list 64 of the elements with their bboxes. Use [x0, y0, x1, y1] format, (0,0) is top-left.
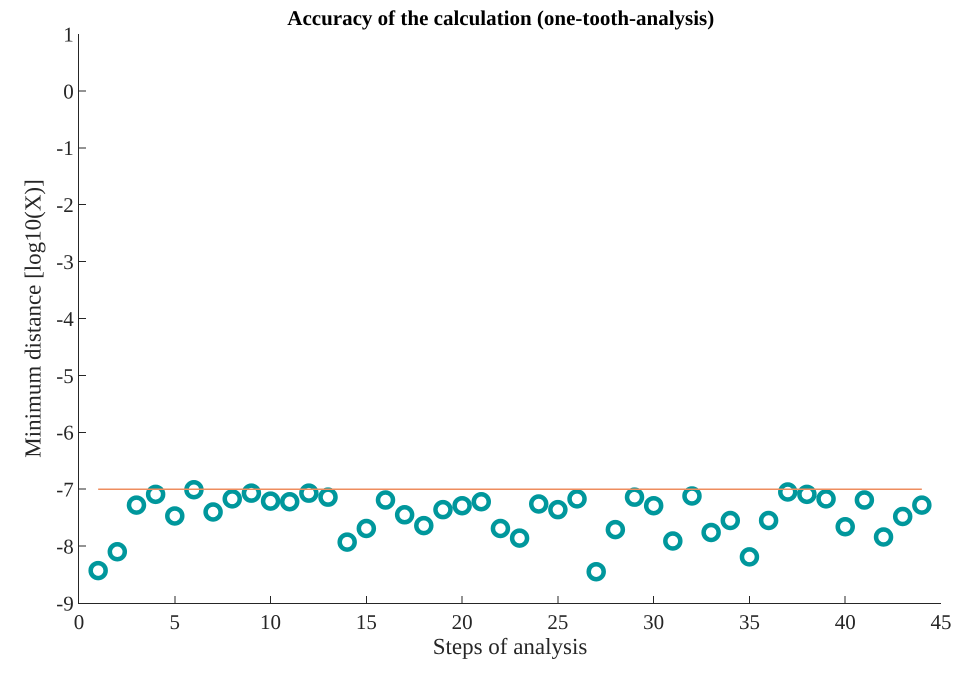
point — [606, 520, 626, 540]
point — [260, 491, 280, 511]
point — [356, 518, 376, 538]
point — [835, 517, 855, 536]
point — [433, 500, 453, 520]
point — [222, 489, 242, 509]
point — [337, 532, 357, 552]
point — [108, 542, 128, 562]
x-tick-label: 5 — [170, 610, 180, 634]
point — [280, 492, 300, 512]
point — [740, 547, 760, 567]
y-tick-label: -2 — [56, 193, 74, 218]
point — [758, 510, 778, 530]
x-tick-label: 15 — [356, 610, 377, 634]
point — [510, 528, 530, 548]
x-tick-label: 45 — [930, 610, 952, 634]
point — [242, 483, 262, 503]
point — [318, 487, 338, 507]
point — [892, 506, 912, 526]
point — [376, 490, 396, 510]
x-axis-title: Steps of analysis — [432, 634, 588, 660]
y-tick-label: -1 — [56, 136, 74, 160]
point — [778, 482, 798, 502]
y-tick-label: -6 — [56, 420, 74, 445]
point — [452, 496, 472, 516]
point — [874, 527, 894, 547]
point — [490, 518, 510, 538]
y-tick-label: -3 — [56, 250, 74, 274]
point — [912, 495, 932, 515]
y-tick-label: -5 — [56, 364, 74, 388]
point — [165, 506, 185, 526]
point — [624, 487, 644, 507]
point — [414, 516, 434, 536]
y-axis-title: Minimum distance [log10(X)] — [20, 179, 46, 458]
point — [663, 531, 683, 551]
point — [567, 489, 587, 509]
point — [528, 494, 548, 514]
y-tick-label: -9 — [56, 591, 74, 616]
point — [472, 492, 492, 512]
x-tick-label: 40 — [834, 610, 856, 634]
x-tick-label: 25 — [547, 610, 568, 634]
point — [203, 502, 223, 522]
point — [720, 510, 740, 530]
point — [644, 496, 664, 516]
x-tick-label: 10 — [260, 610, 282, 634]
y-tick-label: 1 — [63, 22, 74, 46]
point — [816, 489, 836, 509]
point — [586, 562, 606, 582]
y-tick-label: -7 — [56, 478, 74, 502]
point — [701, 522, 721, 542]
point — [394, 505, 414, 525]
y-tick-label: -4 — [56, 306, 74, 331]
point — [88, 560, 108, 580]
x-tick-label: 30 — [643, 610, 664, 634]
point — [126, 495, 146, 515]
chart-title: Accuracy of the calculation (one-tooth-analysis) — [287, 6, 714, 30]
y-tick-label: -8 — [56, 534, 74, 558]
y-tick-label: 0 — [63, 79, 74, 104]
point — [299, 483, 319, 503]
x-tick-label: 35 — [738, 610, 760, 634]
point — [548, 500, 568, 520]
point — [854, 490, 874, 510]
x-tick-label: 20 — [452, 610, 473, 634]
point — [184, 480, 204, 500]
